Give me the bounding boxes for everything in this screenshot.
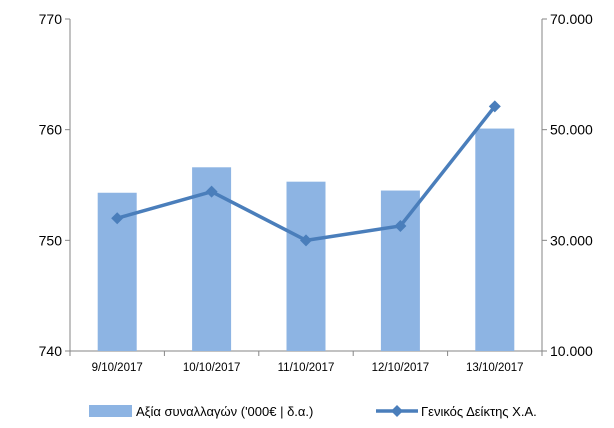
right-tick-label: 70.000	[550, 11, 593, 27]
line-point	[394, 219, 407, 232]
left-tick-label: 770	[39, 11, 63, 27]
legend-swatch-marker	[391, 405, 403, 417]
tick-labels: 740 750 760 770 10.000 30.000 50.000 70.000 9/10…	[39, 11, 593, 374]
right-tick-label: 10.000	[550, 343, 593, 359]
x-tick-label: 9/10/2017	[92, 362, 143, 374]
right-tick-label: 50.000	[550, 122, 593, 138]
legend-swatch-bar	[89, 405, 132, 417]
legend-label-bar: Αξία συναλλαγών ('000€ | δ.α.)	[136, 404, 313, 419]
bar	[475, 128, 515, 351]
legend: Αξία συναλλαγών ('000€ | δ.α.) Γενικός Δ…	[89, 404, 537, 419]
legend-label-line: Γενικός Δείκτης Χ.Α.	[421, 404, 537, 419]
x-tick-label: 11/10/2017	[278, 362, 335, 374]
left-tick-label: 740	[39, 343, 63, 359]
right-tick-label: 30.000	[550, 232, 593, 248]
line-point	[205, 185, 218, 198]
bar	[380, 190, 420, 351]
line-point	[111, 212, 124, 225]
line-point	[488, 100, 501, 113]
x-tick-label: 12/10/2017	[372, 362, 430, 374]
line-point	[300, 234, 312, 247]
bar-series	[97, 128, 515, 351]
x-tick-label: 10/10/2017	[183, 362, 241, 374]
line-series	[111, 100, 501, 247]
bar	[286, 181, 326, 351]
left-tick-label: 750	[39, 232, 63, 248]
x-tick-label: 13/10/2017	[466, 362, 524, 374]
left-tick-label: 760	[39, 122, 63, 138]
